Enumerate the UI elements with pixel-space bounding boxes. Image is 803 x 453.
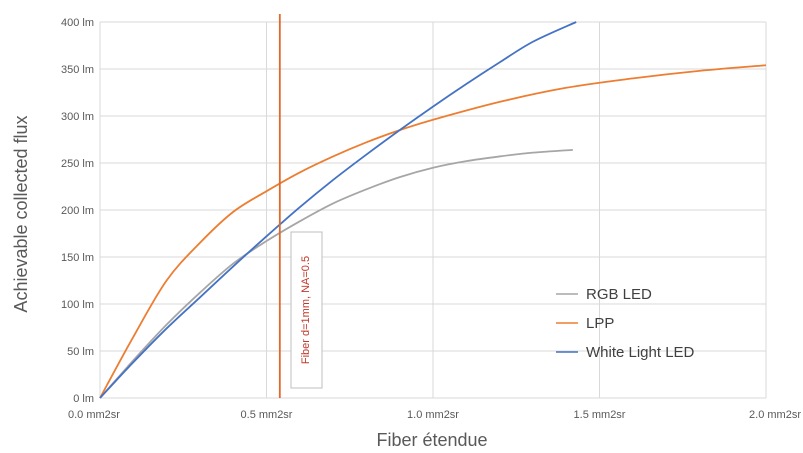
y-tick-label: 100 lm (61, 299, 94, 311)
fiber-label: Fiber d=1mm, NA=0.5 (300, 256, 312, 364)
x-tick-label: 1.5 mm2sr (574, 409, 626, 421)
series-line-white-light-led (99, 21, 577, 399)
series-lines (99, 21, 767, 399)
y-tick-label: 250 lm (61, 158, 94, 170)
x-axis-ticks: 0.0 mm2sr 0.5 mm2sr 1.0 mm2sr 1.5 mm2sr 2.0 … (68, 409, 801, 421)
y-tick-label: 200 lm (61, 205, 94, 217)
x-tick-label: 0.0 mm2sr (68, 409, 120, 421)
fiber-label-box (290, 231, 323, 389)
x-tick-label: 1.0 mm2sr (407, 409, 459, 421)
legend: RGB LED LPP White Light LED (556, 286, 695, 361)
y-tick-label: 400 lm (61, 17, 94, 29)
annotation: Fiber d=1mm, NA=0.5 (278, 14, 323, 398)
y-axis-title: Achievable collected flux (11, 115, 31, 312)
legend-label-rgb-led: RGB LED (586, 286, 652, 303)
x-axis-title: Fiber étendue (376, 430, 487, 450)
y-tick-label: 0 lm (73, 393, 94, 405)
legend-label-lpp: LPP (586, 315, 614, 332)
y-tick-label: 350 lm (61, 64, 94, 76)
y-tick-label: 300 lm (61, 111, 94, 123)
y-tick-label: 50 lm (67, 346, 94, 358)
legend-label-white-light-led: White Light LED (586, 344, 695, 361)
grid (99, 21, 767, 399)
series-line-lpp (99, 64, 767, 399)
x-tick-label: 2.0 mm2sr (749, 409, 801, 421)
x-tick-label: 0.5 mm2sr (241, 409, 293, 421)
y-tick-label: 150 lm (61, 252, 94, 264)
series-line-rgb-led (99, 148, 573, 399)
y-axis-ticks: 0 lm 50 lm 100 lm 150 lm 200 lm 250 lm 300 lm 3… (61, 17, 94, 405)
